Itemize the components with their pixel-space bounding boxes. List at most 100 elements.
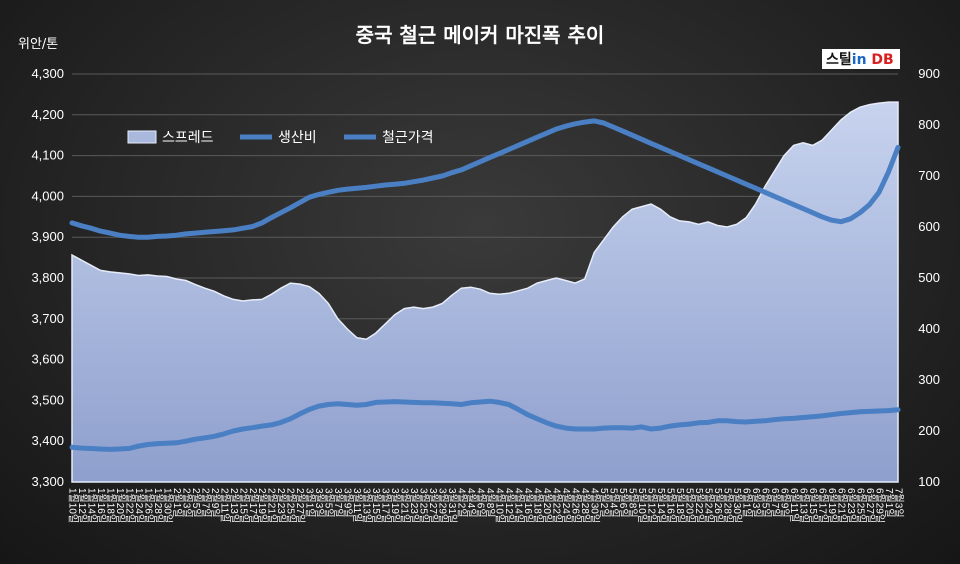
x-tick-label: 2월11일: [218, 488, 230, 522]
y-left-tick-label: 3,800: [31, 270, 64, 285]
x-tick-label: 3월23일: [408, 488, 420, 523]
x-tick-label: 1월24일: [133, 488, 145, 523]
x-tick-label: 5월22일: [693, 488, 705, 523]
x-tick-label: 4월30일: [589, 488, 601, 523]
x-tick-label: 4월28일: [579, 488, 591, 523]
y-axis-right-labels: 100 200 300 400 500 600 700 800 900: [918, 66, 940, 489]
y-right-tick-label: 800: [918, 117, 940, 132]
y-left-tick-label: 4,300: [31, 66, 64, 81]
x-tick-label: 6월11일: [788, 488, 800, 522]
x-tick-label: 3월1일: [304, 488, 316, 518]
y-left-tick-label: 3,900: [31, 229, 64, 244]
x-tick-label: 1월30일: [161, 488, 173, 523]
x-tick-label: 2월27일: [294, 488, 306, 523]
x-tick-label: 1월20일: [114, 488, 126, 523]
x-tick-label: 1월16일: [95, 488, 107, 523]
x-tick-label: 4월10일: [494, 488, 506, 523]
y-axis-unit: 위안/톤: [18, 37, 58, 52]
legend: 스프레드 생산비 철근가격: [127, 130, 434, 146]
logo: 스틸in DB: [822, 49, 900, 69]
x-axis-labels: 1월10일1월12일1월14일1월16일1월18일1월20일1월22일1월24일…: [66, 488, 904, 523]
x-tick-label: 6월19일: [826, 488, 838, 523]
x-tick-label: 4월22일: [551, 488, 563, 523]
x-tick-label: 5월18일: [674, 488, 686, 523]
y-right-tick-label: 700: [918, 168, 940, 183]
y-left-tick-label: 3,400: [31, 433, 64, 448]
legend-label-price: 철근가격: [382, 130, 434, 146]
x-tick-label: 6월29일: [873, 488, 885, 523]
legend-swatch-spread: [127, 130, 157, 144]
x-tick-label: 6월9일: [778, 488, 790, 518]
line-series: [69, 118, 901, 452]
x-tick-label: 6월17일: [816, 488, 828, 523]
x-tick-label: 4월4일: [465, 488, 477, 518]
y-right-tick-label: 400: [918, 321, 940, 336]
x-tick-label: 6월23일: [845, 488, 857, 523]
series-spread-area: [71, 101, 899, 483]
y-right-tick-label: 500: [918, 270, 940, 285]
x-tick-label: 3월15일: [370, 488, 382, 523]
series-production-cost-line: [69, 398, 901, 452]
y-right-tick-label: 900: [918, 66, 940, 81]
x-tick-label: 4월8일: [484, 488, 496, 518]
x-tick-label: 5월26일: [712, 488, 724, 523]
y-left-tick-label: 3,300: [31, 474, 64, 489]
x-tick-label: 6월7일: [769, 488, 781, 518]
x-tick-label: 2월23일: [275, 488, 287, 523]
logo-background: [822, 49, 900, 69]
x-tick-label: 2월15일: [237, 488, 249, 523]
x-tick-label: 2월1일: [171, 488, 183, 518]
x-tick-label: 5월16일: [664, 488, 676, 523]
x-tick-label: 2월21일: [266, 488, 278, 523]
x-tick-label: 4월20일: [541, 488, 553, 523]
x-tick-label: 2월19일: [256, 488, 268, 523]
y-left-tick-label: 3,500: [31, 392, 64, 407]
chart-title: 중국 철근 메이커 마진폭 추이: [356, 23, 605, 47]
x-tick-label: 1월28일: [152, 488, 164, 523]
x-tick-label: 3월17일: [380, 488, 392, 523]
legend-label-spread: 스프레드: [162, 130, 214, 146]
x-tick-label: 5월2일: [598, 488, 610, 518]
y-right-tick-label: 100: [918, 474, 940, 489]
legend-label-cost: 생산비: [278, 130, 317, 146]
x-tick-label: 6월3일: [750, 488, 762, 518]
x-tick-label: 2월3일: [180, 488, 192, 518]
x-tick-label: 4월16일: [522, 488, 534, 523]
y-left-tick-label: 3,600: [31, 352, 64, 367]
x-tick-label: 1월14일: [85, 488, 97, 523]
x-tick-label: 7월3일: [892, 488, 904, 518]
x-tick-label: 2월5일: [190, 488, 202, 518]
x-tick-label: 6월21일: [835, 488, 847, 523]
x-tick-label: 1월10일: [66, 488, 78, 523]
x-tick-label: 2월13일: [228, 488, 240, 523]
x-tick-label: 5월4일: [608, 488, 620, 518]
series-rebar-price-line: [69, 118, 901, 240]
x-tick-label: 1월18일: [104, 488, 116, 523]
spread-area: [71, 101, 899, 483]
x-tick-label: 5월28일: [721, 488, 733, 523]
y-axis-left-labels: 3,300 3,400 3,500 3,600 3,700 3,800 3,900 4,000…: [31, 66, 64, 489]
x-tick-label: 2월17일: [247, 488, 259, 523]
x-tick-label: 4월12일: [503, 488, 515, 523]
y-left-tick-label: 4,200: [31, 107, 64, 122]
x-tick-label: 5월30일: [731, 488, 743, 523]
x-tick-label: 4월24일: [560, 488, 572, 523]
x-tick-label: 3월3일: [313, 488, 325, 518]
x-tick-label: 4월26일: [570, 488, 582, 523]
x-tick-label: 3월5일: [323, 488, 335, 518]
x-tick-label: 3월29일: [437, 488, 449, 523]
y-left-tick-label: 4,000: [31, 188, 64, 203]
x-tick-label: 5월14일: [655, 488, 667, 523]
x-tick-label: 5월12일: [646, 488, 658, 523]
x-tick-label: 6월13일: [797, 488, 809, 523]
x-tick-label: 3월25일: [418, 488, 430, 523]
y-left-tick-label: 3,700: [31, 311, 64, 326]
x-tick-label: 3월21일: [399, 488, 411, 523]
x-tick-label: 6월15일: [807, 488, 819, 523]
x-tick-label: 1월22일: [123, 488, 135, 523]
y-right-tick-label: 200: [918, 423, 940, 438]
x-tick-label: 5월20일: [683, 488, 695, 523]
x-tick-label: 4월18일: [532, 488, 544, 523]
x-tick-label: 3월9일: [342, 488, 354, 518]
